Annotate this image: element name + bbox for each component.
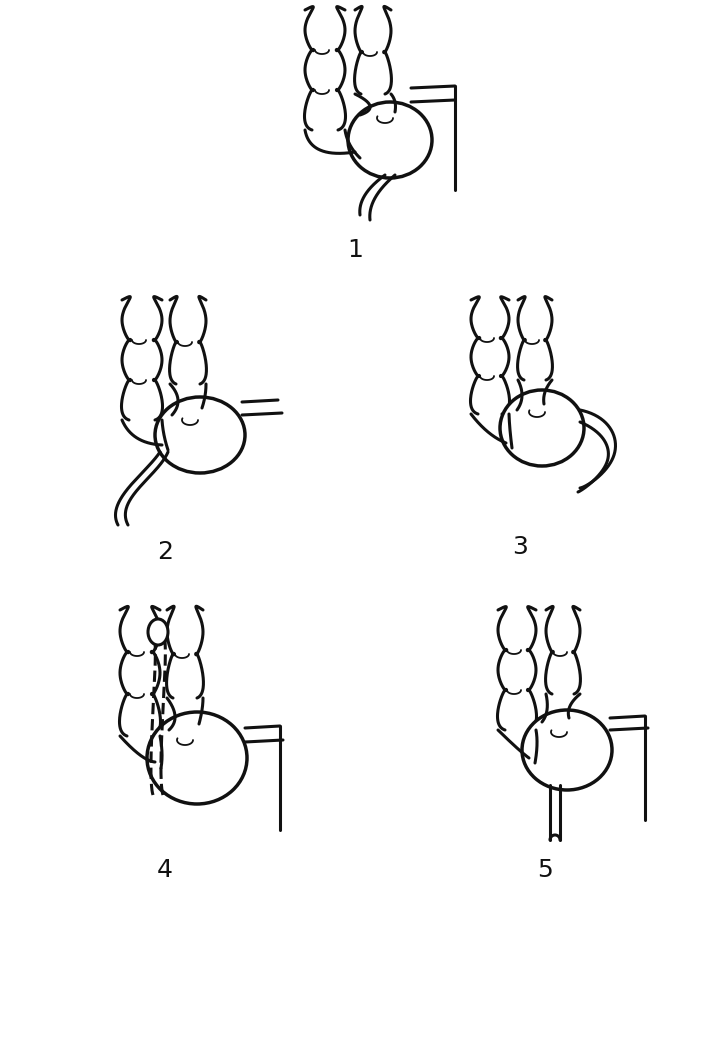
Text: 2: 2: [157, 540, 173, 564]
Text: 3: 3: [512, 535, 528, 559]
Ellipse shape: [147, 712, 247, 804]
Text: 5: 5: [537, 858, 553, 882]
Ellipse shape: [148, 619, 168, 645]
Ellipse shape: [522, 710, 612, 790]
Text: 1: 1: [347, 238, 363, 262]
Ellipse shape: [155, 397, 245, 473]
Text: 4: 4: [157, 858, 173, 882]
Ellipse shape: [348, 102, 432, 178]
Ellipse shape: [500, 390, 584, 466]
